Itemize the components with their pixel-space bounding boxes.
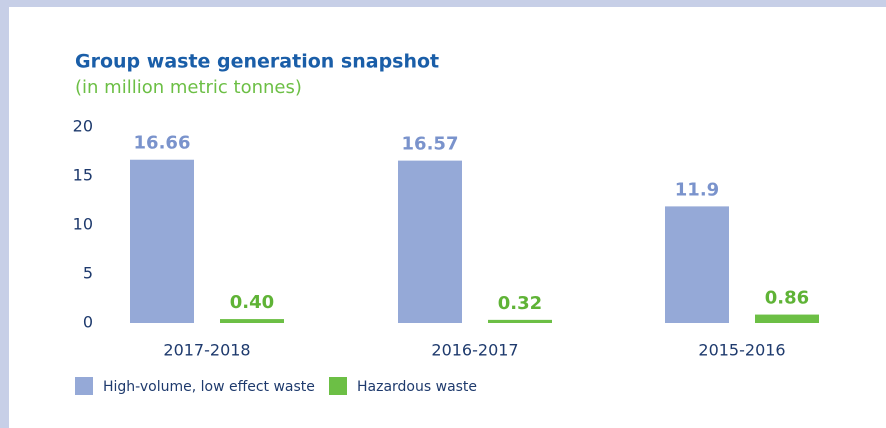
data-label: 16.57 [402,134,459,155]
y-tick-label: 20 [73,117,93,136]
bar [665,206,729,323]
y-tick-label: 15 [73,166,93,185]
data-label: 0.86 [765,288,809,309]
x-tick-label: 2016-2017 [431,341,518,360]
bar [755,314,819,323]
y-tick-label: 10 [73,215,93,234]
x-tick-label: 2015-2016 [698,341,785,360]
legend-label: Hazardous waste [357,379,477,395]
data-label: 0.40 [230,292,274,313]
legend-swatch [329,377,347,395]
data-label: 11.9 [675,179,719,200]
frame-left [0,0,9,428]
x-tick-label: 2017-2018 [163,341,250,360]
legend-label: High-volume, low effect waste [103,379,315,395]
chart-subtitle: (in million metric tonnes) [75,77,302,98]
bar [398,160,462,323]
chart-title: Group waste generation snapshot [75,51,439,73]
frame-top [0,0,886,7]
data-label: 0.32 [498,293,542,314]
legend-swatch [75,377,93,395]
bar [130,159,194,323]
y-tick-label: 0 [83,313,93,332]
data-label: 16.66 [134,133,191,154]
bar [220,319,284,323]
y-tick-label: 5 [83,264,93,283]
bar [488,319,552,323]
